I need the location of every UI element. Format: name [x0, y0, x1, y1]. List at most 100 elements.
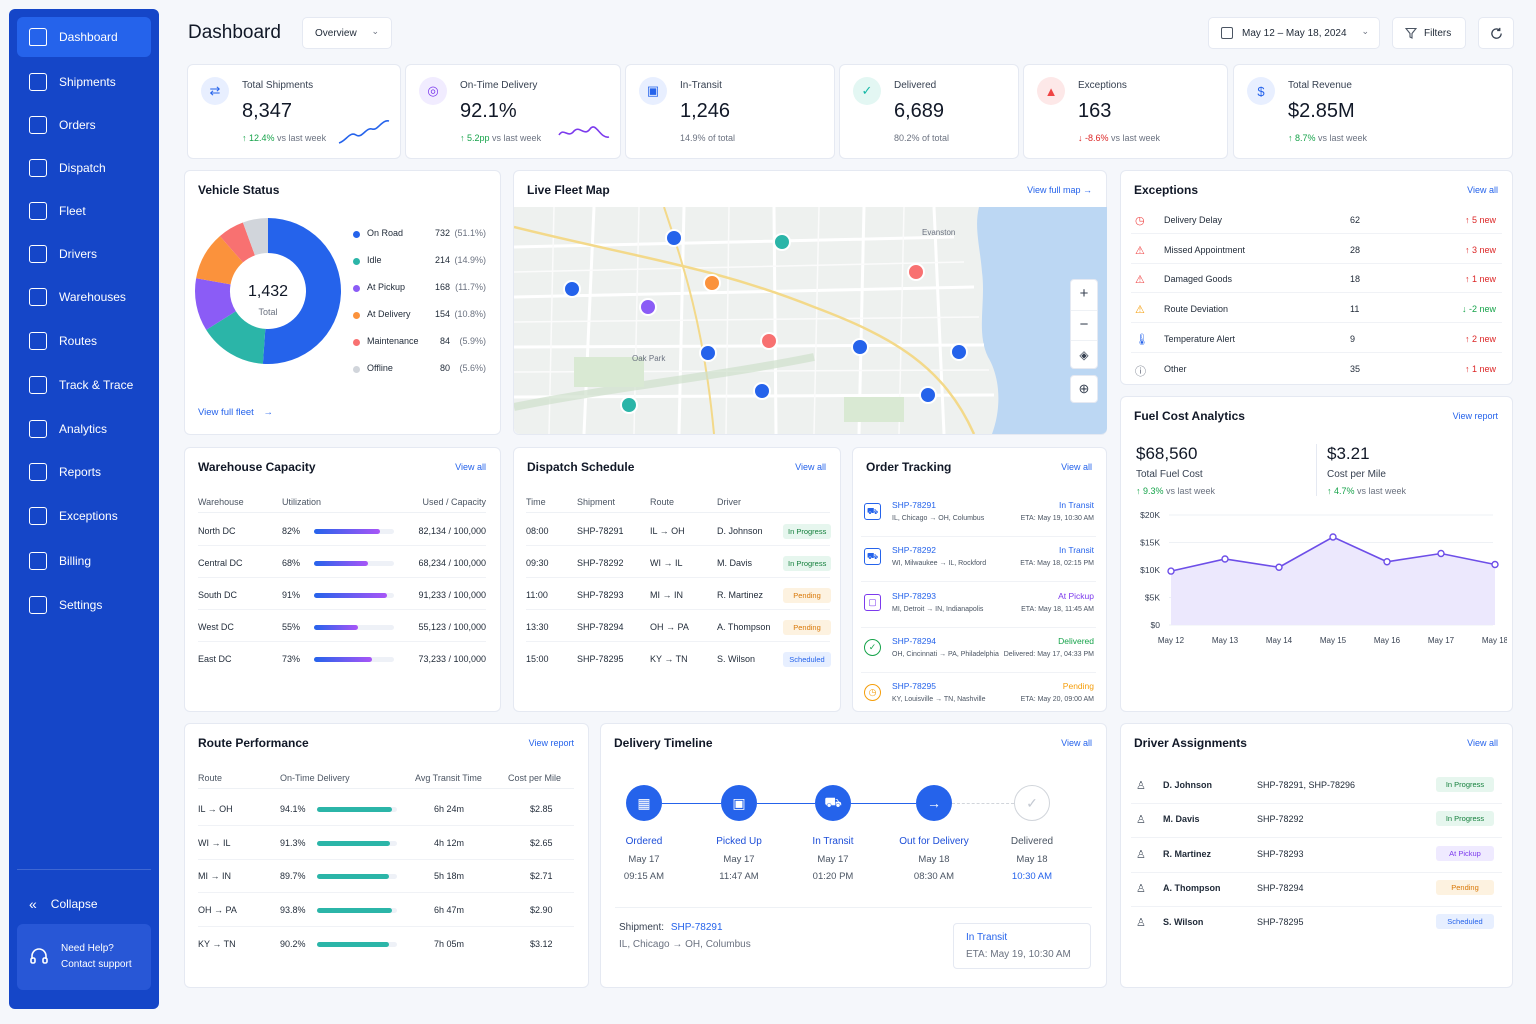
collapse-button[interactable]: « Collapse [17, 885, 151, 923]
exception-row[interactable] [1131, 357, 1502, 383]
data-point[interactable] [1221, 555, 1229, 563]
map-marker-idle[interactable] [620, 396, 638, 414]
table-row[interactable] [526, 548, 830, 578]
order-row[interactable] [861, 495, 1096, 537]
sidebar-item-billing[interactable]: Billing [17, 541, 151, 581]
data-point[interactable] [1437, 549, 1445, 558]
sidebar-item-orders[interactable]: Orders [17, 105, 151, 145]
map-marker-truck[interactable] [665, 229, 683, 247]
layers-button[interactable]: ◈ [1071, 340, 1097, 369]
donut-slice-at-pickup[interactable] [195, 278, 236, 330]
donut-slice-idle[interactable] [206, 311, 266, 364]
sidebar-item-warehouses[interactable]: Warehouses [17, 277, 151, 317]
timeline-view-all-link[interactable]: View all [1061, 738, 1092, 748]
order-id-link[interactable]: SHP-78293 [892, 590, 936, 601]
table-row[interactable] [198, 548, 486, 578]
table-row[interactable] [526, 580, 830, 610]
exception-row[interactable] [1131, 238, 1502, 264]
table-row[interactable] [526, 612, 830, 642]
map-marker-maintenance[interactable] [907, 263, 925, 281]
view-full-map-link[interactable]: View full map → [1027, 185, 1092, 195]
order-row[interactable] [861, 540, 1096, 583]
order-row[interactable] [861, 586, 1096, 628]
map-marker-truck[interactable] [950, 343, 968, 361]
route-ontime: 90.2% [280, 938, 306, 949]
sidebar-item-analytics[interactable]: Analytics [17, 409, 151, 449]
donut-slice-maintenance[interactable] [219, 222, 255, 263]
sidebar-item-fleet[interactable]: Fleet [17, 191, 151, 231]
table-row[interactable] [526, 516, 830, 546]
table-row[interactable] [198, 516, 486, 546]
driver-row[interactable] [1131, 875, 1502, 907]
order-tracking-view-all-link[interactable]: View all [1061, 462, 1092, 472]
view-select[interactable]: Overview ⌄ [302, 17, 392, 49]
table-row[interactable] [198, 612, 486, 642]
table-row[interactable] [198, 828, 574, 860]
exception-row[interactable] [1131, 327, 1502, 353]
driver-row[interactable] [1131, 806, 1502, 839]
table-row[interactable] [198, 580, 486, 610]
donut-slice-offline[interactable] [242, 218, 268, 256]
drivers-view-all-link[interactable]: View all [1467, 738, 1498, 748]
warehouse-view-all-link[interactable]: View all [455, 462, 486, 472]
view-full-fleet-link[interactable]: View full fleet → [198, 407, 273, 418]
refresh-button[interactable] [1478, 17, 1514, 49]
kpi-label: In-Transit [680, 80, 722, 91]
table-row[interactable] [198, 794, 574, 826]
date-range-picker[interactable]: May 12 – May 18, 2024 ⌄ [1208, 17, 1380, 49]
driver-row[interactable] [1131, 841, 1502, 873]
map-marker-truck[interactable] [851, 338, 869, 356]
exception-row[interactable] [1131, 297, 1502, 324]
data-point[interactable] [1383, 558, 1391, 566]
locate-button[interactable]: ⊕ [1070, 375, 1098, 403]
sidebar-item-track-trace[interactable]: Track & Trace [17, 365, 151, 405]
map-marker-truck[interactable] [699, 344, 717, 362]
fuel-view-report-link[interactable]: View report [1452, 411, 1498, 421]
order-id-link[interactable]: SHP-78291 [892, 500, 936, 510]
data-point[interactable] [1167, 567, 1175, 575]
map-marker-idle[interactable] [773, 233, 791, 251]
sidebar-item-dispatch[interactable]: Dispatch [17, 148, 151, 188]
sidebar-item-exceptions[interactable]: Exceptions [17, 496, 151, 536]
map-marker-delivery[interactable] [703, 274, 721, 292]
map-marker-truck[interactable] [919, 386, 937, 404]
zoom-in-button[interactable]: + [1079, 285, 1089, 302]
map-marker-truck[interactable] [753, 382, 771, 400]
sidebar-item-routes[interactable]: Routes [17, 321, 151, 361]
exception-row[interactable] [1131, 267, 1502, 294]
exceptions-view-all-link[interactable]: View all [1467, 185, 1498, 195]
table-row[interactable] [198, 861, 574, 894]
ontime-bar-fill [317, 908, 393, 914]
route-perf-view-report-link[interactable]: View report [528, 738, 574, 748]
shipment-label: Shipment: [619, 922, 665, 933]
table-row[interactable] [198, 895, 574, 928]
map-marker-maintenance[interactable] [760, 332, 778, 350]
map-marker-truck[interactable] [563, 280, 581, 298]
sidebar-item-drivers[interactable]: Drivers [17, 234, 151, 274]
data-point[interactable] [1275, 563, 1283, 571]
utilization-bar-fill [314, 593, 387, 598]
fleet-map[interactable]: Evanston Oak Park [514, 207, 1107, 434]
exception-row[interactable] [1131, 208, 1502, 234]
order-id-link[interactable]: SHP-78294 [892, 635, 936, 646]
map-marker-pickup[interactable] [639, 298, 657, 316]
order-id-link[interactable]: SHP-78292 [892, 545, 936, 556]
order-id-link[interactable]: SHP-78295 [892, 681, 936, 692]
zoom-out-button[interactable]: − [1071, 310, 1097, 340]
donut-slice-on-road[interactable] [262, 218, 341, 364]
data-point[interactable] [1491, 560, 1499, 569]
dispatch-view-all-link[interactable]: View all [795, 462, 826, 472]
order-row[interactable] [861, 631, 1096, 673]
sidebar-item-settings[interactable]: Settings [17, 585, 151, 625]
contact-support-link[interactable]: Contact support [61, 959, 132, 970]
filters-button[interactable]: Filters [1392, 17, 1466, 49]
invoice-icon [29, 552, 47, 570]
sidebar-item-shipments[interactable]: Shipments [17, 62, 151, 102]
shipment-id-link[interactable]: SHP-78291 [670, 922, 723, 933]
sidebar-item-dashboard[interactable]: Dashboard [17, 17, 151, 57]
data-point[interactable] [1329, 533, 1337, 541]
sidebar-item-reports[interactable]: Reports [17, 452, 151, 492]
driver-row[interactable] [1131, 772, 1502, 804]
help-box[interactable]: Need Help? Contact support [17, 924, 151, 990]
donut-slice-at-delivery[interactable] [196, 236, 243, 285]
